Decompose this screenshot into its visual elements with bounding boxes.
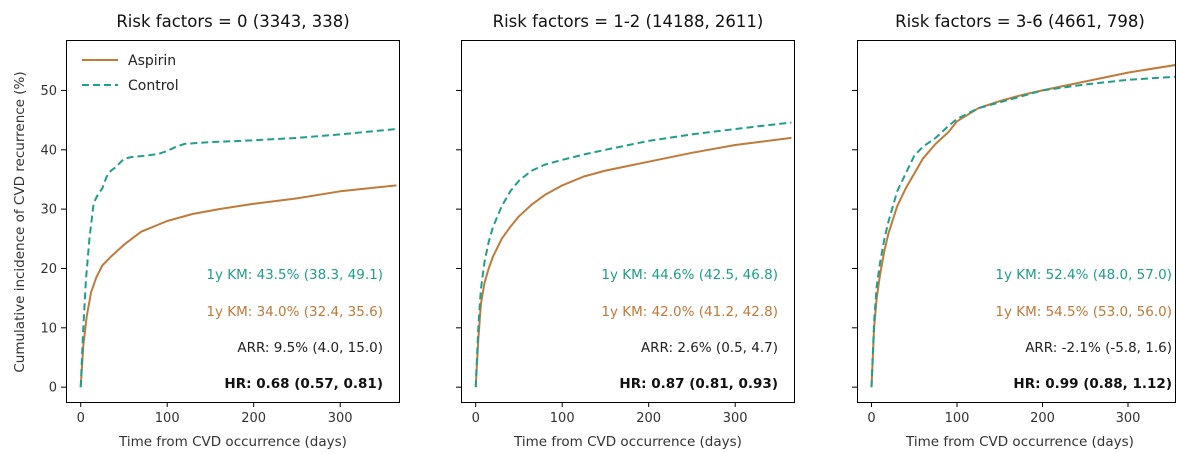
- panel-0-y-tick-label-0: 0: [49, 381, 57, 396]
- panel-0-series-control-line: [79, 128, 397, 388]
- panel-2-hr: HR: 0.99 (0.88, 1.12): [1013, 376, 1172, 392]
- panel-0-x-tick-label-1: 100: [155, 411, 180, 426]
- panel-0-y-tick-label-3: 30: [40, 203, 57, 218]
- panel-0-y-tick-label-4: 40: [40, 143, 57, 158]
- panel-0-y-tick-label-5: 50: [40, 84, 57, 99]
- legend-aspirin-label: Aspirin: [128, 53, 176, 69]
- panel-0-arr: ARR: 9.5% (4.0, 15.0): [237, 340, 383, 356]
- panel-1-x-tick-label-1: 100: [550, 411, 575, 426]
- panel-0-km-aspirin: 1y KM: 34.0% (32.4, 35.6): [206, 304, 383, 320]
- panel-1-km-control: 1y KM: 44.6% (42.5, 46.8): [601, 267, 778, 283]
- legend-control-label: Control: [128, 78, 179, 94]
- panel-0-frame: [66, 40, 400, 403]
- panel-0-x-tick-label-3: 300: [328, 411, 353, 426]
- panel-2-km-aspirin: 1y KM: 54.5% (53.0, 56.0): [995, 304, 1172, 320]
- panel-1-marks: 0 100 200 300: [456, 89, 792, 426]
- panel-2-km-control: 1y KM: 52.4% (48.0, 57.0): [995, 267, 1172, 283]
- panel-0-y-tick-label-2: 20: [40, 262, 57, 277]
- panel-0-x-tick-label-0: 0: [77, 411, 85, 426]
- panel-2-x-tick-label-0: 0: [867, 411, 875, 426]
- panel-0-x-axis-label: Time from CVD occurrence (days): [118, 434, 347, 450]
- panel-0-km-control: 1y KM: 43.5% (38.3, 49.1): [206, 267, 383, 283]
- panel-1-x-tick-label-3: 300: [723, 411, 748, 426]
- panel-0-hr: HR: 0.68 (0.57, 0.81): [224, 376, 383, 392]
- panel-2-arr: ARR: -2.1% (-5.8, 1.6): [1025, 340, 1172, 356]
- panel-2-marks: 0 100 200 300: [852, 64, 1175, 426]
- panel-1-x-tick-label-0: 0: [472, 411, 480, 426]
- panel-2-x-axis-label: Time from CVD occurrence (days): [905, 434, 1134, 450]
- panel-1-x-tick-label-2: 200: [636, 411, 661, 426]
- legend: Aspirin Control: [82, 53, 179, 94]
- panel-0-y-tick-label-1: 10: [40, 321, 57, 336]
- panel-1-x-axis-label: Time from CVD occurrence (days): [513, 434, 742, 450]
- panel-0: Risk factors = 0 (3343, 338) Time from C…: [40, 12, 400, 450]
- panel-0-x-tick-label-2: 200: [241, 411, 266, 426]
- panel-2-x-tick-label-1: 100: [945, 411, 970, 426]
- panel-1-series-aspirin-line: [474, 136, 792, 388]
- panel-0-marks: 0 100 200 300 0 10 20 30 40 50: [40, 84, 397, 426]
- panel-1-km-aspirin: 1y KM: 42.0% (41.2, 42.8): [601, 304, 778, 320]
- panel-0-title: Risk factors = 0 (3343, 338): [116, 12, 349, 31]
- panel-2-title: Risk factors = 3-6 (4661, 798): [895, 12, 1145, 31]
- panel-2-series-control-line: [870, 75, 1175, 388]
- panel-2-frame: [857, 40, 1176, 403]
- panel-1-series-control-line: [474, 121, 792, 388]
- panel-2-x-tick-label-3: 300: [1116, 411, 1141, 426]
- y-axis-label: Cumulative incidence of CVD recurrence (…: [12, 71, 28, 372]
- panel-1: Risk factors = 1-2 (14188, 2611) Time fr…: [456, 12, 795, 450]
- panel-1-title: Risk factors = 1-2 (14188, 2611): [493, 12, 764, 31]
- panel-1-hr: HR: 0.87 (0.81, 0.93): [619, 376, 778, 392]
- panel-1-arr: ARR: 2.6% (0.5, 4.7): [641, 340, 778, 356]
- panel-0-series-aspirin-line: [79, 184, 397, 388]
- panel-2: Risk factors = 3-6 (4661, 798) Time from…: [852, 12, 1176, 450]
- panel-1-frame: [461, 40, 795, 403]
- panel-2-x-tick-label-2: 200: [1030, 411, 1055, 426]
- panel-2-series-aspirin-line: [870, 64, 1175, 388]
